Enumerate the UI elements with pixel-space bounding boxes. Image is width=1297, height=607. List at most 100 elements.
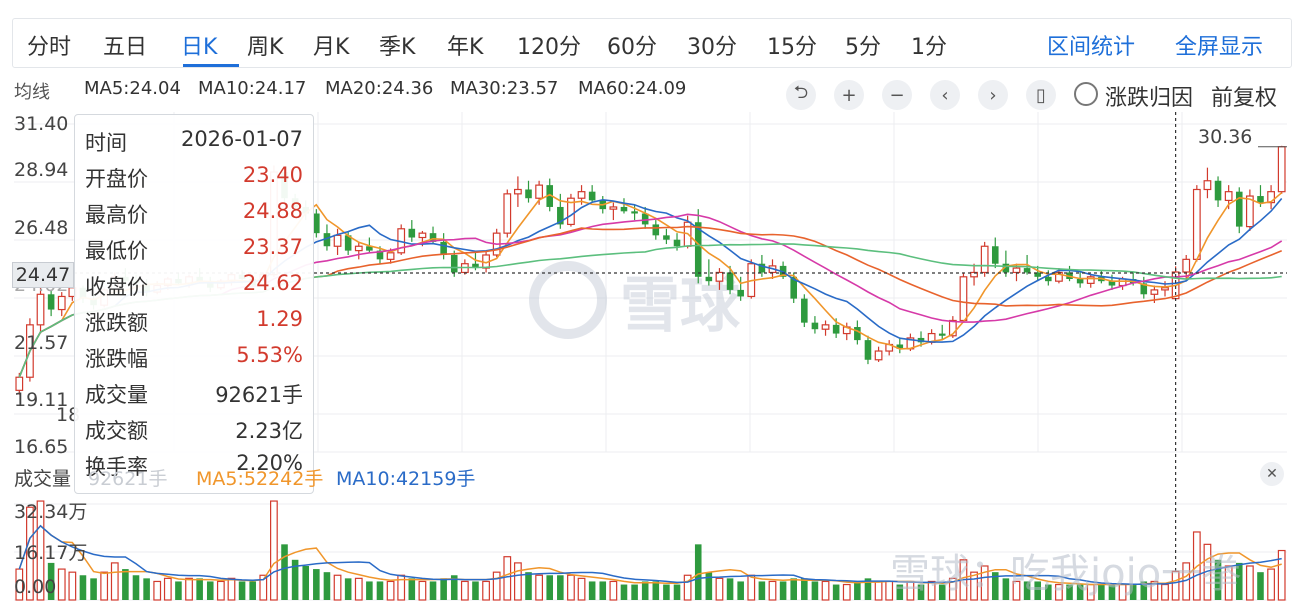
volume-ma-lines	[18, 524, 1282, 586]
volume-axis-label-2: 0.00	[14, 576, 57, 598]
volume-bar	[821, 580, 830, 601]
candle-body	[715, 271, 724, 282]
volume-bar	[694, 544, 702, 600]
zoom-out-icon[interactable]: −	[882, 80, 912, 110]
left-icon[interactable]: ‹	[930, 80, 960, 110]
volume-bar	[546, 575, 554, 600]
volume-bar	[47, 562, 55, 600]
adjust-label[interactable]: 涨跌归因	[1105, 86, 1194, 111]
tab-4[interactable]: 月K	[313, 35, 350, 60]
volume-bar	[854, 581, 861, 600]
volume-bar	[1150, 580, 1159, 601]
tooltip-label: 最低价	[85, 239, 148, 263]
candle-icon[interactable]: ▯	[1026, 80, 1056, 110]
crosshair-price-label: 24.47	[12, 262, 74, 288]
volume-bar	[90, 578, 97, 600]
volume-bar	[514, 562, 522, 601]
volume-bar	[801, 578, 808, 600]
candle-body	[991, 246, 999, 264]
volume-bar	[323, 572, 331, 600]
zoom-in-icon[interactable]: +	[834, 80, 864, 110]
tooltip-label: 换手率	[85, 455, 148, 479]
tooltip-value: 1.29	[256, 307, 303, 331]
tab-10[interactable]: 15分	[767, 35, 817, 60]
volume-legend-title: 成交量	[14, 468, 72, 490]
volume-bar	[376, 581, 384, 600]
volume-bar	[354, 577, 363, 601]
tooltip-label: 时间	[85, 131, 127, 155]
candle-tooltip: 时间 2026-01-07 开盘价 23.40 最高价 24.88 最低价 23.37 收盘价 2…	[74, 114, 314, 494]
volume-bar	[1055, 583, 1063, 601]
candle-body	[854, 327, 861, 341]
fullscreen-link[interactable]: 全屏显示	[1175, 35, 1264, 60]
candle-body	[15, 376, 24, 391]
volume-bar	[1076, 584, 1084, 600]
tab-2[interactable]: 日K	[181, 35, 218, 60]
candle-body	[811, 322, 819, 330]
candle-body	[980, 245, 989, 274]
tab-6[interactable]: 年K	[447, 35, 484, 60]
volume-bar	[100, 571, 109, 601]
volume-bar	[1235, 562, 1243, 600]
volume-bar	[333, 574, 342, 601]
price-label-6: 16.65	[14, 436, 69, 458]
price-label-5: 19.11	[14, 389, 69, 411]
candle-body	[344, 235, 352, 251]
candle-body	[1214, 180, 1222, 201]
tab-7[interactable]: 120分	[517, 35, 581, 60]
price-label-4: 21.57	[14, 332, 69, 354]
candle-body	[577, 191, 586, 199]
volume-bar	[249, 581, 256, 600]
volume-bar	[281, 544, 288, 600]
volume-bar	[641, 581, 649, 600]
candle-body	[450, 254, 458, 273]
volume-bar	[1066, 584, 1073, 600]
volume-bar	[991, 572, 999, 600]
volume-bar	[302, 565, 310, 600]
volume-bar	[832, 584, 840, 600]
tab-8[interactable]: 60分	[607, 35, 657, 60]
candle-body	[36, 293, 45, 326]
volume-bar	[440, 578, 447, 600]
right-icon[interactable]: ›	[978, 80, 1008, 110]
tooltip-row: 成交量 92621手	[85, 375, 303, 409]
tab-0[interactable]: 分时	[27, 35, 72, 60]
tab-11[interactable]: 5分	[845, 35, 881, 60]
candle-body	[1192, 188, 1201, 260]
volume-bar	[567, 574, 575, 601]
tab-9[interactable]: 30分	[687, 35, 737, 60]
candle-body	[801, 298, 808, 323]
tab-5[interactable]: 季K	[379, 35, 416, 60]
close-icon[interactable]: ✕	[1260, 462, 1284, 486]
candle-body	[525, 189, 532, 199]
candle-body	[737, 289, 744, 297]
period-tab-bar: 分时 五日 日K 周K 月K 季K 年K 120分 60分 30分 15分 5分 1分 区间统计 全屏显…	[12, 18, 1292, 68]
candle-body	[418, 232, 427, 239]
volume-bar	[57, 568, 66, 601]
volume-bar	[715, 577, 724, 601]
volume-axis-label-1: 16.17万	[14, 542, 88, 564]
range-stats-link[interactable]: 区间统计	[1047, 35, 1136, 60]
tab-12[interactable]: 1分	[911, 35, 947, 60]
volume-bar	[1214, 559, 1222, 600]
undo-icon[interactable]: ⮌	[786, 80, 816, 110]
tooltip-row: 开盘价 23.40	[85, 159, 303, 193]
tooltip-value: 92621手	[215, 383, 303, 407]
candle-body	[503, 193, 512, 234]
candle-body	[376, 250, 384, 260]
volume-bar	[1171, 570, 1180, 601]
volume-bar	[620, 584, 628, 600]
volume-bar	[896, 584, 904, 600]
volume-bar	[917, 584, 925, 600]
tab-3[interactable]: 周K	[247, 35, 284, 60]
candle-body	[1182, 258, 1191, 273]
fq-dropdown[interactable]: 前复权	[1211, 86, 1278, 111]
tab-1[interactable]: 五日	[103, 35, 148, 60]
volume-bar	[1277, 549, 1286, 601]
adjust-radio[interactable]	[1074, 82, 1098, 106]
volume-bar	[609, 580, 618, 601]
volume-bar	[1023, 581, 1031, 600]
tooltip-value: 2026-01-07	[180, 127, 303, 151]
volume-bar	[1245, 565, 1254, 601]
volume-bar	[175, 581, 182, 600]
